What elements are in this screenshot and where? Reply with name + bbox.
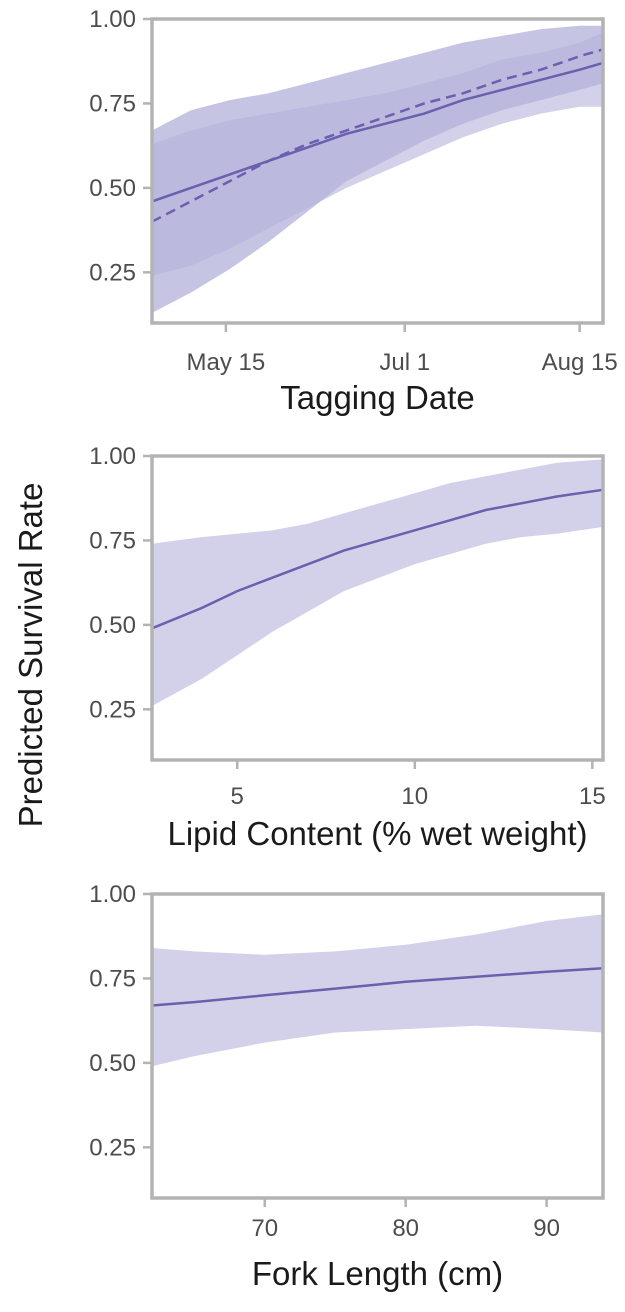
confidence-bands (152, 914, 603, 1067)
y-tick-label: 0.75 (89, 965, 136, 992)
prediction-line-dashed (151, 48, 604, 223)
x-tick-label: Aug 15 (542, 349, 618, 376)
x-axis-title: Lipid Content (% wet weight) (167, 815, 587, 852)
x-tick-label: May 15 (187, 349, 266, 376)
plot-frame (150, 17, 605, 325)
x-axis-title: Fork Length (cm) (252, 1255, 503, 1292)
y-axis: 0.25 0.50 0.75 1.00 (89, 443, 152, 723)
plot-frame (150, 454, 605, 762)
y-tick-label: 0.75 (89, 90, 136, 117)
plot-frame (150, 892, 605, 1200)
x-axis: May 15 Jul 1 Aug 15 (187, 323, 618, 376)
y-tick-label: 0.25 (89, 1134, 136, 1161)
y-tick-label: 0.25 (89, 259, 136, 286)
confidence-band-solid (152, 459, 603, 706)
confidence-bands (152, 459, 603, 706)
panel-tagging-date: 0.25 0.50 0.75 1.00 May 15 Jul 1 Aug 15 Taggi… (89, 6, 617, 416)
panel-fork-length: 0.25 0.50 0.75 1.00 70 80 90 Fork Length (cm) (89, 881, 605, 1292)
prediction-line-solid (151, 61, 604, 203)
prediction-lines (151, 967, 604, 1007)
y-tick-label: 0.25 (89, 696, 136, 723)
x-tick-label: Jul 1 (379, 349, 430, 376)
confidence-band-solid (152, 914, 603, 1067)
x-axis-title: Tagging Date (280, 379, 474, 416)
y-tick-label: 0.50 (89, 612, 136, 639)
x-axis: 5 10 15 (231, 760, 606, 810)
prediction-lines (151, 488, 604, 630)
y-tick-label: 1.00 (89, 443, 136, 470)
panel-lipid-content: 0.25 0.50 0.75 1.00 5 10 15 Lipid Content (% … (89, 443, 605, 852)
y-tick-label: 1.00 (89, 6, 136, 33)
x-tick-label: 10 (401, 783, 428, 810)
x-tick-label: 5 (231, 783, 244, 810)
y-axis: 0.25 0.50 0.75 1.00 (89, 881, 152, 1161)
x-axis: 70 80 90 (251, 1198, 560, 1242)
x-tick-label: 90 (533, 1215, 560, 1242)
y-tick-label: 0.50 (89, 1050, 136, 1077)
prediction-line-solid (151, 488, 604, 630)
confidence-band-solid (152, 25, 603, 313)
y-tick-label: 0.75 (89, 527, 136, 554)
x-tick-label: 70 (251, 1215, 278, 1242)
shared-y-axis-title: Predicted Survival Rate (12, 483, 49, 828)
x-tick-label: 15 (579, 783, 606, 810)
y-tick-label: 1.00 (89, 881, 136, 908)
prediction-line-solid (151, 967, 604, 1007)
confidence-bands (152, 25, 603, 313)
prediction-lines (151, 48, 604, 223)
y-tick-label: 0.50 (89, 175, 136, 202)
x-tick-label: 80 (392, 1215, 419, 1242)
y-axis: 0.25 0.50 0.75 1.00 (89, 6, 152, 286)
